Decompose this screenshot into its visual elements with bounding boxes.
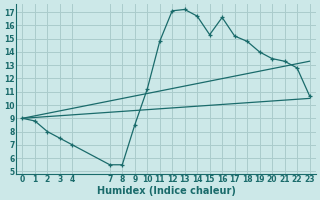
X-axis label: Humidex (Indice chaleur): Humidex (Indice chaleur) <box>97 186 236 196</box>
